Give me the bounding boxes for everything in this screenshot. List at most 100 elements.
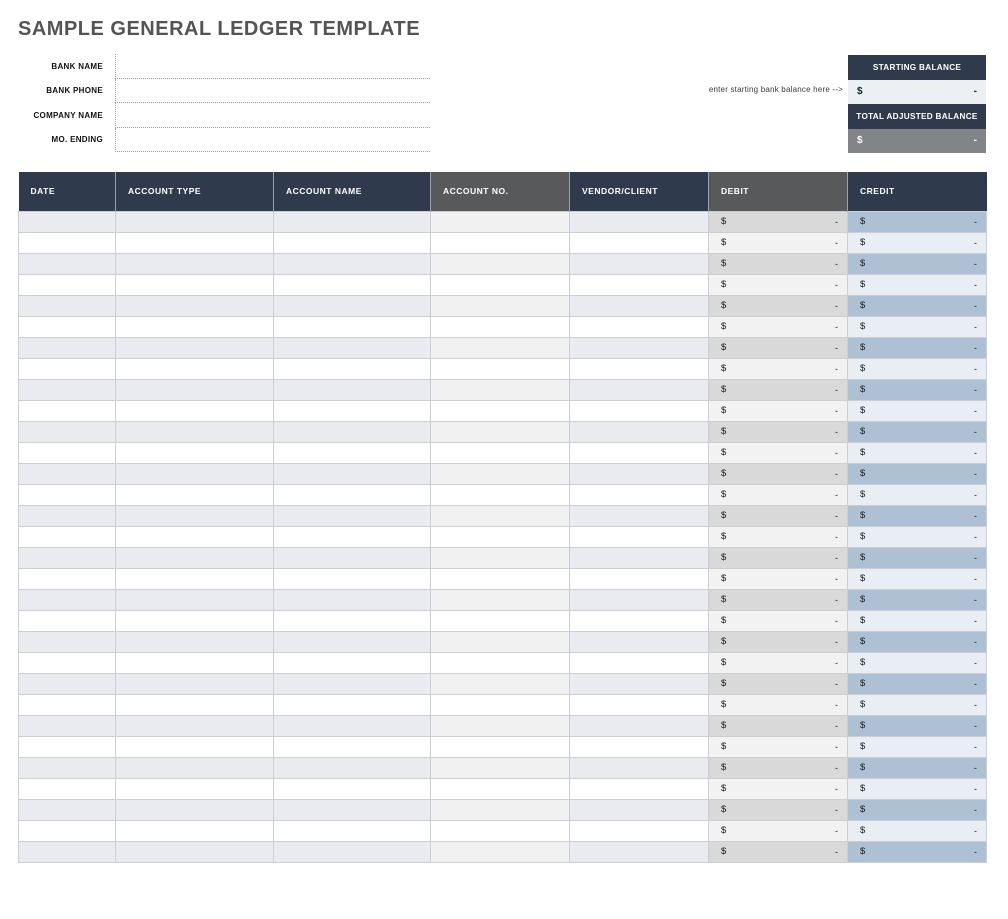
cell-vendor-client[interactable] <box>569 672 709 695</box>
cell-account-name[interactable] <box>273 525 431 548</box>
cell-date[interactable] <box>18 609 116 632</box>
cell-vendor-client[interactable] <box>569 462 709 485</box>
cell-date[interactable] <box>18 273 116 296</box>
cell-vendor-client[interactable] <box>569 777 709 800</box>
cell-account-type[interactable] <box>115 462 274 485</box>
cell-date[interactable] <box>18 210 116 233</box>
cell-credit[interactable]: $ - <box>847 588 987 611</box>
cell-account-name[interactable] <box>273 504 431 527</box>
cell-date[interactable] <box>18 714 116 737</box>
cell-debit[interactable]: $ - <box>708 273 848 296</box>
cell-account-name[interactable] <box>273 588 431 611</box>
cell-debit[interactable]: $ - <box>708 798 848 821</box>
cell-account-name[interactable] <box>273 336 431 359</box>
cell-account-type[interactable] <box>115 525 274 548</box>
cell-debit[interactable]: $ - <box>708 441 848 464</box>
cell-account-no[interactable] <box>430 315 570 338</box>
cell-account-type[interactable] <box>115 420 274 443</box>
cell-credit[interactable]: $ - <box>847 483 987 506</box>
cell-debit[interactable]: $ - <box>708 462 848 485</box>
cell-debit[interactable]: $ - <box>708 357 848 380</box>
cell-credit[interactable]: $ - <box>847 567 987 590</box>
cell-account-name[interactable] <box>273 819 431 842</box>
cell-account-no[interactable] <box>430 357 570 380</box>
cell-vendor-client[interactable] <box>569 693 709 716</box>
cell-account-name[interactable] <box>273 756 431 779</box>
cell-account-no[interactable] <box>430 714 570 737</box>
cell-account-name[interactable] <box>273 399 431 422</box>
cell-date[interactable] <box>18 462 116 485</box>
cell-credit[interactable]: $ - <box>847 441 987 464</box>
cell-debit[interactable]: $ - <box>708 546 848 569</box>
cell-vendor-client[interactable] <box>569 756 709 779</box>
cell-credit[interactable]: $ - <box>847 462 987 485</box>
cell-account-type[interactable] <box>115 336 274 359</box>
cell-account-no[interactable] <box>430 819 570 842</box>
cell-date[interactable] <box>18 567 116 590</box>
cell-credit[interactable]: $ - <box>847 231 987 254</box>
cell-account-no[interactable] <box>430 735 570 758</box>
cell-credit[interactable]: $ - <box>847 819 987 842</box>
cell-account-type[interactable] <box>115 609 274 632</box>
cell-account-type[interactable] <box>115 651 274 674</box>
cell-credit[interactable]: $ - <box>847 693 987 716</box>
cell-account-type[interactable] <box>115 630 274 653</box>
cell-account-no[interactable] <box>430 399 570 422</box>
cell-credit[interactable]: $ - <box>847 252 987 275</box>
cell-date[interactable] <box>18 378 116 401</box>
cell-credit[interactable]: $ - <box>847 840 987 863</box>
cell-vendor-client[interactable] <box>569 294 709 317</box>
cell-account-name[interactable] <box>273 210 431 233</box>
cell-vendor-client[interactable] <box>569 441 709 464</box>
cell-vendor-client[interactable] <box>569 840 709 863</box>
cell-vendor-client[interactable] <box>569 420 709 443</box>
cell-date[interactable] <box>18 819 116 842</box>
cell-account-name[interactable] <box>273 441 431 464</box>
cell-debit[interactable]: $ - <box>708 630 848 653</box>
cell-date[interactable] <box>18 630 116 653</box>
cell-credit[interactable]: $ - <box>847 525 987 548</box>
cell-credit[interactable]: $ - <box>847 210 987 233</box>
cell-account-type[interactable] <box>115 798 274 821</box>
cell-vendor-client[interactable] <box>569 609 709 632</box>
cell-credit[interactable]: $ - <box>847 378 987 401</box>
cell-account-no[interactable] <box>430 420 570 443</box>
cell-account-no[interactable] <box>430 525 570 548</box>
cell-credit[interactable]: $ - <box>847 609 987 632</box>
cell-debit[interactable]: $ - <box>708 336 848 359</box>
cell-vendor-client[interactable] <box>569 630 709 653</box>
cell-account-no[interactable] <box>430 231 570 254</box>
cell-account-no[interactable] <box>430 294 570 317</box>
cell-date[interactable] <box>18 315 116 338</box>
cell-account-type[interactable] <box>115 756 274 779</box>
cell-debit[interactable]: $ - <box>708 294 848 317</box>
bank-phone-field[interactable] <box>115 78 430 103</box>
cell-account-no[interactable] <box>430 462 570 485</box>
cell-vendor-client[interactable] <box>569 588 709 611</box>
cell-account-name[interactable] <box>273 231 431 254</box>
cell-account-name[interactable] <box>273 378 431 401</box>
cell-debit[interactable]: $ - <box>708 210 848 233</box>
cell-date[interactable] <box>18 756 116 779</box>
cell-account-name[interactable] <box>273 462 431 485</box>
cell-credit[interactable]: $ - <box>847 714 987 737</box>
cell-vendor-client[interactable] <box>569 798 709 821</box>
cell-vendor-client[interactable] <box>569 252 709 275</box>
cell-account-name[interactable] <box>273 273 431 296</box>
cell-account-type[interactable] <box>115 504 274 527</box>
cell-date[interactable] <box>18 504 116 527</box>
cell-debit[interactable]: $ - <box>708 840 848 863</box>
cell-debit[interactable]: $ - <box>708 588 848 611</box>
cell-credit[interactable]: $ - <box>847 798 987 821</box>
cell-vendor-client[interactable] <box>569 231 709 254</box>
cell-credit[interactable]: $ - <box>847 735 987 758</box>
cell-debit[interactable]: $ - <box>708 504 848 527</box>
cell-account-name[interactable] <box>273 357 431 380</box>
cell-credit[interactable]: $ - <box>847 420 987 443</box>
cell-debit[interactable]: $ - <box>708 378 848 401</box>
cell-date[interactable] <box>18 798 116 821</box>
cell-date[interactable] <box>18 588 116 611</box>
cell-account-no[interactable] <box>430 273 570 296</box>
cell-debit[interactable]: $ - <box>708 567 848 590</box>
cell-debit[interactable]: $ - <box>708 756 848 779</box>
